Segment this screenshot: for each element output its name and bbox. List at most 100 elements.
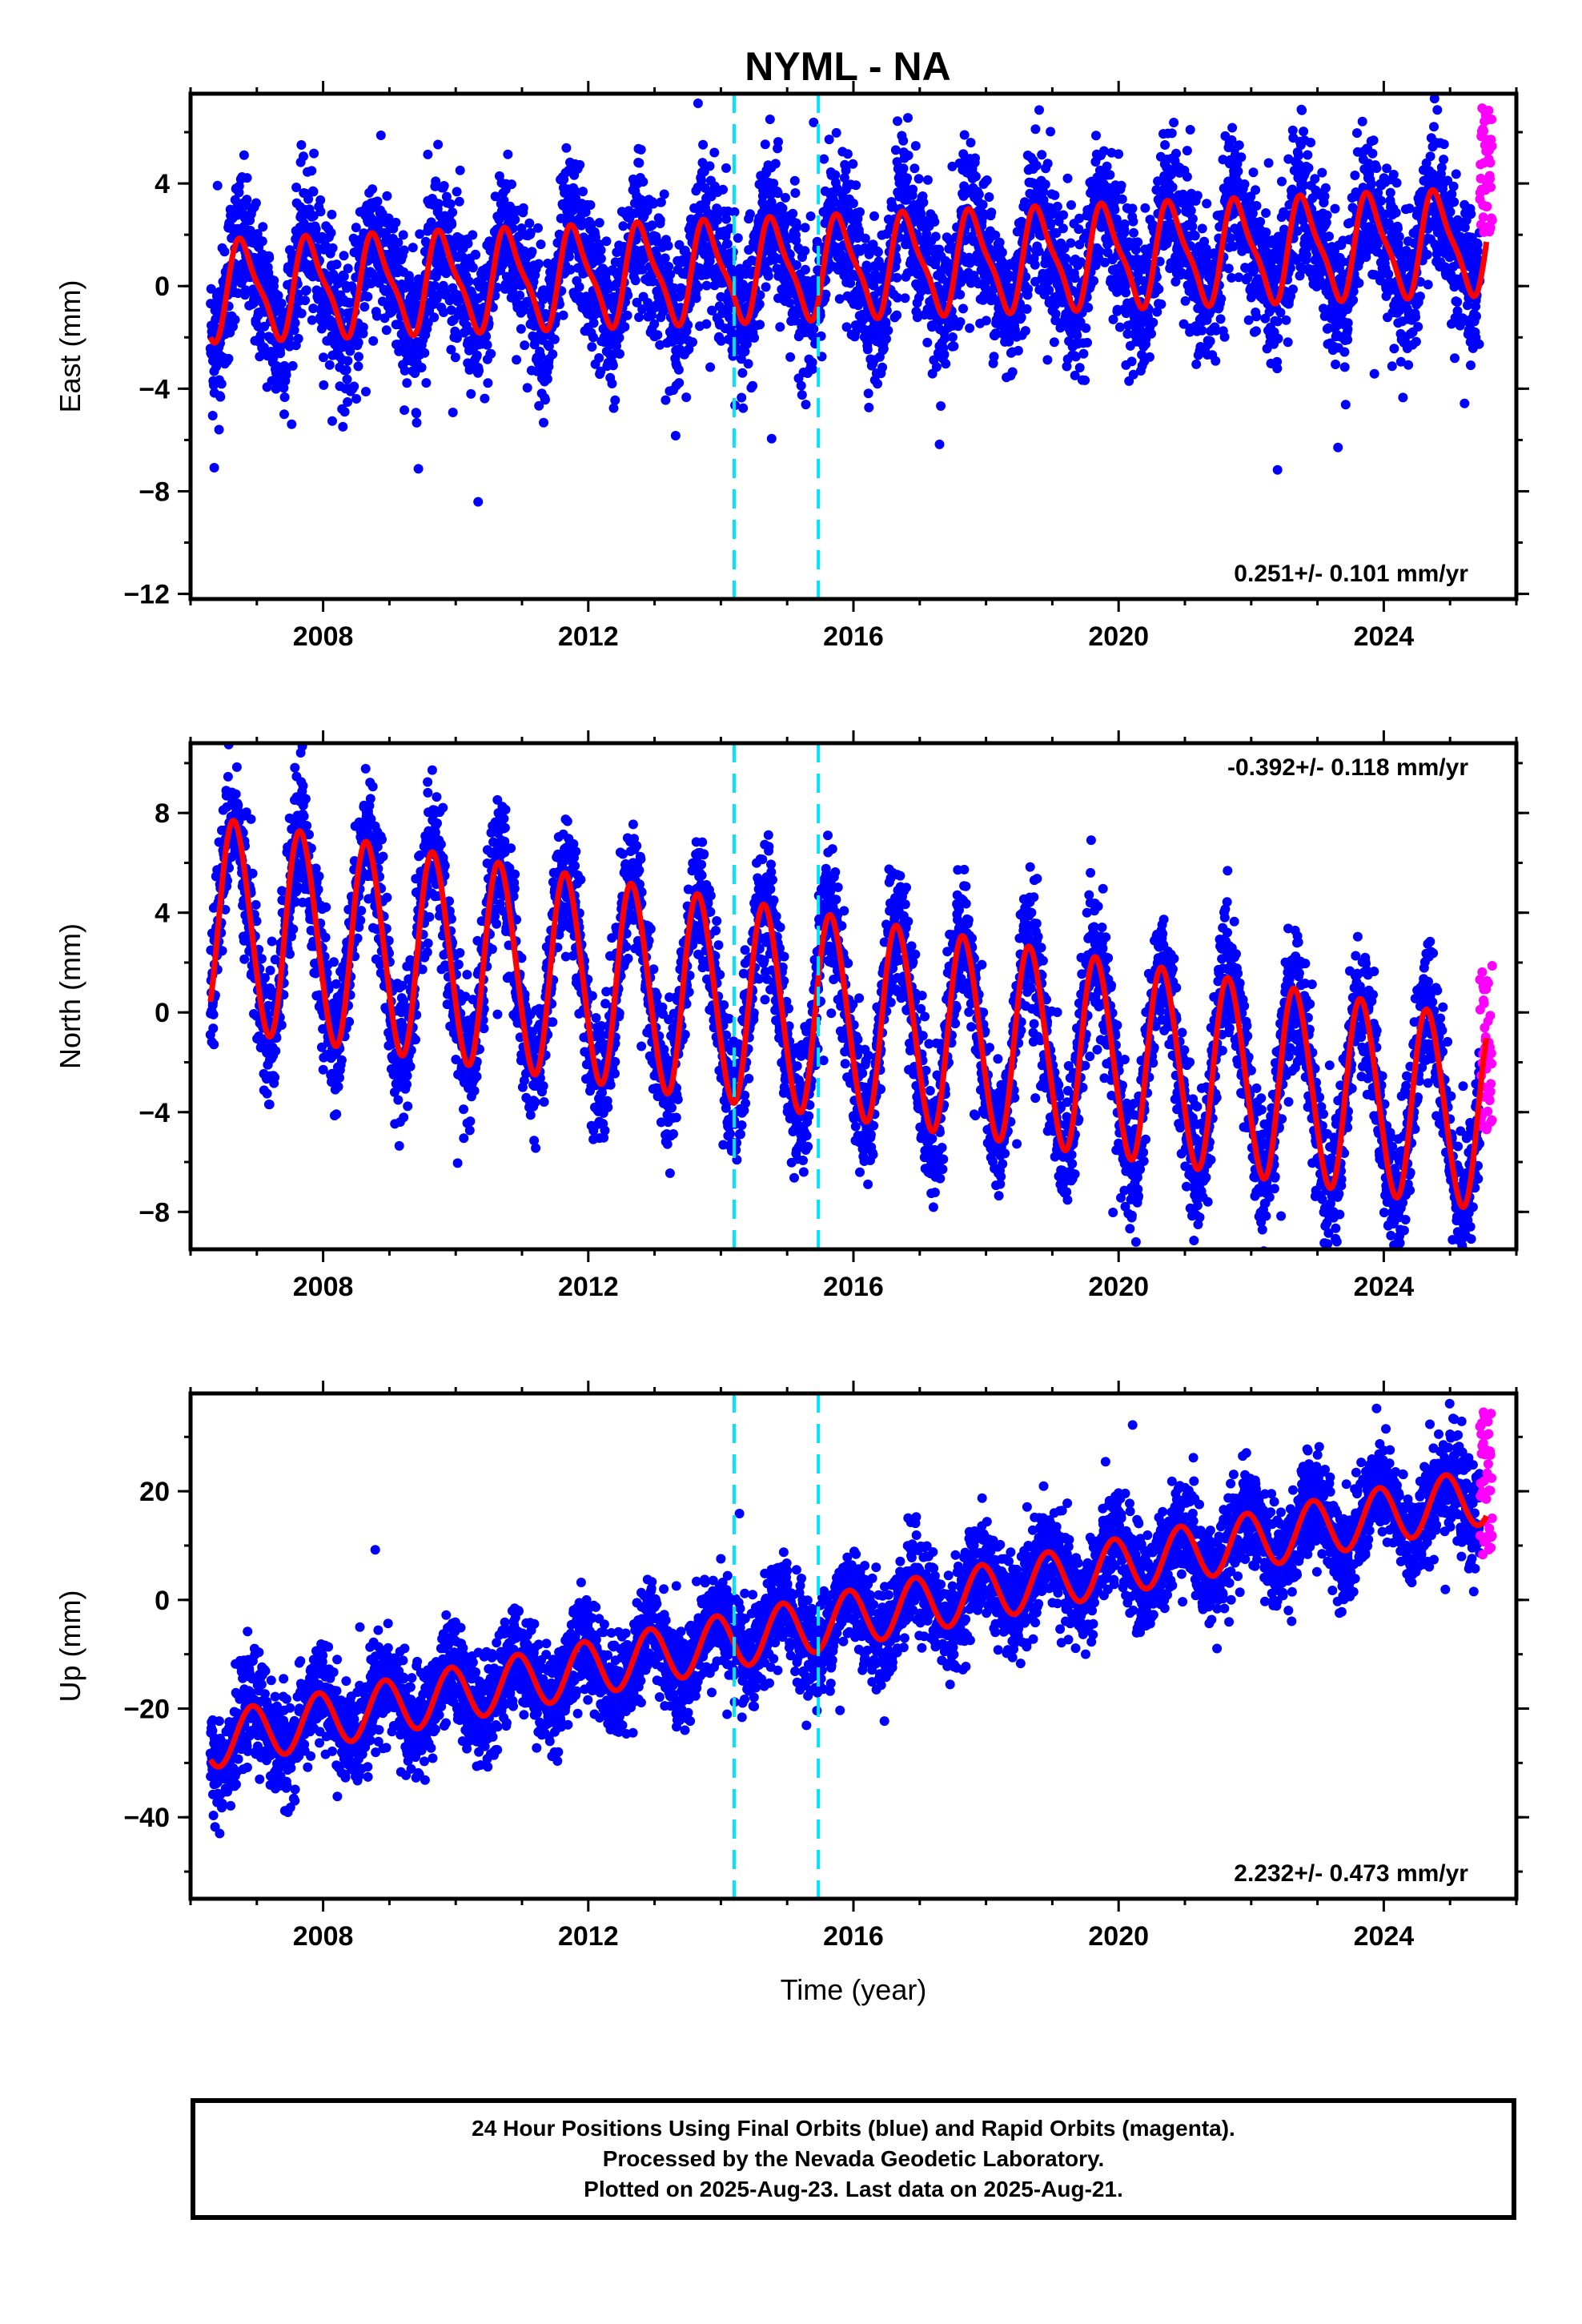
data-point [327,416,337,426]
data-point [1350,171,1360,180]
data-point [965,323,975,333]
data-point [775,322,785,332]
data-point [455,165,465,175]
data-point [693,282,704,292]
data-point [215,392,226,402]
data-point [1182,171,1192,182]
data-point [349,381,359,392]
data-point [620,322,630,332]
data-point [468,263,478,273]
data-point [446,305,456,316]
data-point [301,285,311,296]
data-point [970,171,981,182]
data-point [1180,296,1191,306]
data-point [638,177,648,187]
data-point [800,223,810,233]
data-point [910,141,921,151]
data-point [588,318,599,328]
data-point [709,147,720,158]
data-point [507,179,516,190]
data-point [955,289,966,300]
data-point [873,379,882,389]
data-point [1042,355,1053,365]
data-point [737,392,747,403]
data-point [300,296,311,306]
data-point [989,352,999,362]
data-point [1023,283,1034,294]
data-point [455,295,465,305]
data-point [796,380,806,391]
data-point [1110,204,1120,215]
data-point [1031,160,1042,171]
data-point [618,221,628,231]
data-point [339,251,349,261]
data-point [655,340,665,350]
data-point [789,175,800,186]
data-point [319,380,329,390]
data-point [565,264,576,275]
data-point [1330,203,1340,214]
data-point [1348,295,1359,305]
data-point [433,199,444,209]
data-point [510,215,520,225]
data-point [421,378,432,388]
data-point [982,175,992,185]
plot-area-east [205,94,1497,599]
data-point [372,196,383,207]
data-point [1303,150,1313,160]
data-point [931,362,942,372]
data-point [1191,359,1202,369]
data-point [448,207,458,218]
data-point [307,315,317,325]
data-point [754,299,765,309]
data-point [251,198,261,208]
data-point [705,161,715,171]
data-point [743,359,753,369]
data-point [637,264,648,275]
data-point [1248,167,1259,178]
data-point [632,297,642,308]
data-point [773,137,783,147]
data-point [748,380,758,391]
data-point [596,245,606,255]
data-point [1261,208,1271,218]
data-point [533,259,544,269]
data-point [420,348,430,358]
data-point [345,346,355,356]
data-point [1148,317,1158,328]
data-point [536,351,546,361]
data-point [1294,151,1303,161]
data-point [1119,219,1130,229]
data-point [958,304,968,314]
data-point [490,191,500,202]
data-point [351,223,361,233]
data-point [487,238,497,248]
data-point [601,236,612,247]
data-point [1190,231,1200,241]
data-point [1197,223,1207,234]
data-point [290,318,300,328]
data-point [219,247,230,257]
data-point [1324,231,1334,242]
data-point [281,370,291,380]
data-point [400,405,410,416]
data-point [608,403,619,413]
data-point [647,310,656,320]
data-point [542,374,552,384]
data-point [691,293,701,304]
data-point [1066,238,1076,248]
data-point [652,330,663,340]
data-point [587,342,597,352]
data-point [275,348,286,359]
data-point [1078,348,1089,359]
data-point [1133,237,1143,247]
data-point [536,239,546,250]
data-point [463,239,473,249]
data-point [471,250,481,260]
data-point [527,247,537,257]
data-point [315,195,326,205]
data-point [540,395,550,405]
data-point [525,227,536,238]
data-point [623,290,633,300]
data-point [522,383,532,393]
